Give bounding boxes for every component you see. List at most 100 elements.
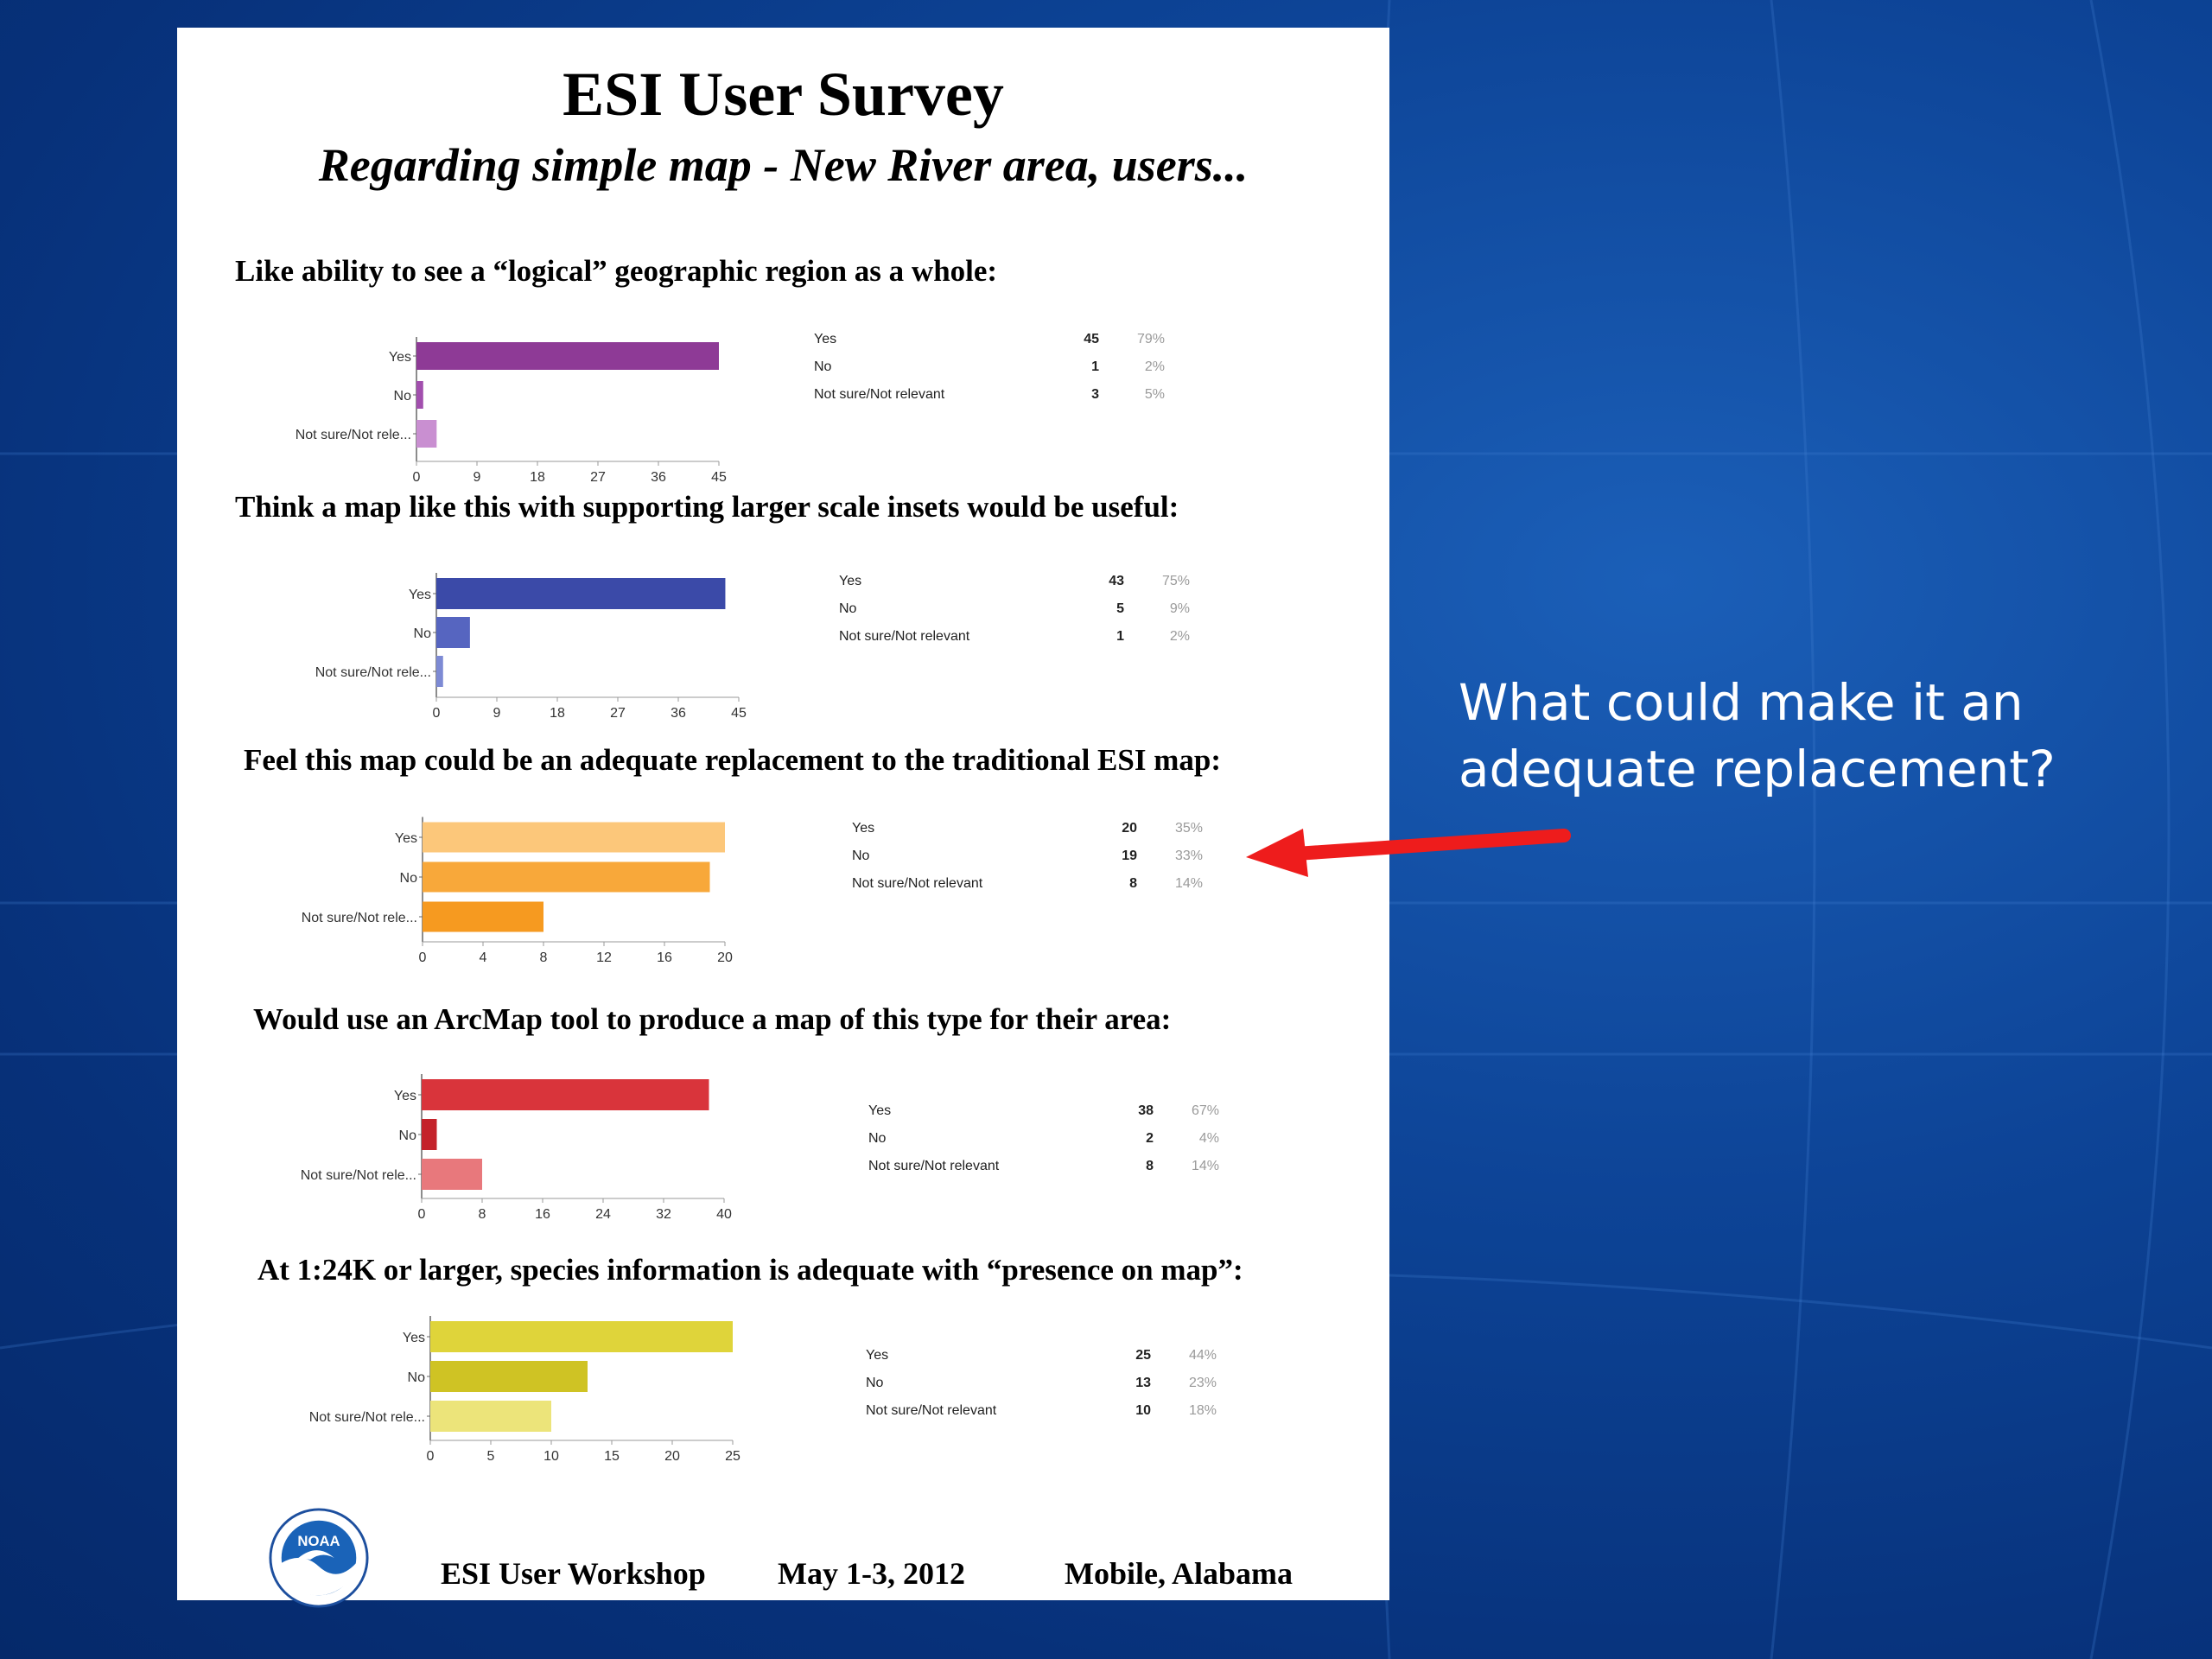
row-count: 2 — [1146, 1131, 1154, 1146]
row-percent: 2% — [1169, 629, 1190, 644]
bar-not-sure-not-rele — [423, 901, 543, 932]
category-label: Yes — [389, 350, 411, 365]
row-count: 8 — [1129, 876, 1137, 891]
footer-dates: May 1-3, 2012 — [778, 1556, 965, 1591]
row-count: 8 — [1146, 1159, 1154, 1173]
table-row: No 13 23% — [866, 1376, 1229, 1403]
row-label: Yes — [814, 332, 837, 346]
category-label: No — [414, 626, 432, 641]
x-tick-label: 16 — [657, 950, 672, 965]
table-row: Yes 25 44% — [866, 1348, 1229, 1376]
question-1-results-table: Yes 45 79% No 1 2% Not sure/Not relevant 3 5% — [814, 332, 1177, 415]
table-row: Not sure/Not relevant 8 14% — [852, 876, 1215, 904]
question-1-bar-chart: Yes No Not sure/Not rele... 0 9 18 27 36 45 — [296, 337, 727, 485]
bar-not-sure-not-rele — [422, 1159, 482, 1190]
category-label: No — [394, 389, 412, 404]
table-row: Yes 38 67% — [868, 1103, 1231, 1131]
row-label: Not sure/Not relevant — [868, 1159, 1000, 1173]
category-label: No — [399, 1128, 417, 1143]
survey-title: ESI User Survey — [563, 60, 1004, 129]
row-percent: 35% — [1174, 821, 1203, 836]
row-percent: 75% — [1161, 574, 1190, 588]
question-4-title: Would use an ArcMap tool to produce a ma… — [253, 1002, 1172, 1036]
row-percent: 14% — [1191, 1159, 1219, 1173]
row-count: 13 — [1135, 1376, 1151, 1390]
row-percent: 23% — [1188, 1376, 1217, 1390]
x-tick-label: 45 — [711, 470, 727, 485]
question-2-title: Think a map like this with supporting la… — [235, 490, 1179, 524]
table-row: Not sure/Not relevant 3 5% — [814, 387, 1177, 415]
row-count: 38 — [1138, 1103, 1154, 1118]
table-row: Yes 20 35% — [852, 821, 1215, 849]
question-3-bar-chart: Yes No Not sure/Not rele... 0 4 8 12 16 20 — [302, 817, 733, 965]
row-count: 45 — [1084, 332, 1099, 346]
x-tick-label: 9 — [493, 706, 501, 721]
question-5-title: At 1:24K or larger, species information … — [257, 1253, 1243, 1287]
row-label: No — [814, 359, 832, 374]
callout-arrow — [1246, 829, 1571, 877]
question-2-bar-chart: Yes No Not sure/Not rele... 0 9 18 27 36 45 — [315, 573, 747, 721]
row-percent: 9% — [1169, 601, 1190, 616]
row-label: Not sure/Not relevant — [814, 387, 945, 402]
question-4-bar-chart: Yes No Not sure/Not rele... 0 8 16 24 32 40 — [301, 1074, 732, 1222]
question-1-title: Like ability to see a “logical” geograph… — [235, 254, 998, 288]
category-label: Yes — [394, 1089, 416, 1103]
x-tick-label: 36 — [651, 470, 666, 485]
row-label: Yes — [868, 1103, 892, 1118]
bar-not-sure-not-rele — [416, 420, 437, 448]
row-count: 25 — [1135, 1348, 1151, 1363]
table-row: No 1 2% — [814, 359, 1177, 387]
row-count: 19 — [1122, 849, 1137, 863]
x-tick-label: 24 — [595, 1207, 611, 1222]
table-row: No 19 33% — [852, 849, 1215, 876]
row-label: No — [852, 849, 870, 863]
x-tick-label: 5 — [487, 1449, 495, 1464]
x-tick-label: 9 — [474, 470, 481, 485]
row-label: Not sure/Not relevant — [866, 1403, 997, 1418]
survey-sheet: ESI User Survey Regarding simple map - N… — [177, 28, 1389, 1608]
table-row: Not sure/Not relevant 1 2% — [839, 629, 1202, 657]
row-percent: 18% — [1188, 1403, 1217, 1418]
category-label: Yes — [395, 831, 417, 846]
footer-event: ESI User Workshop — [441, 1556, 706, 1591]
category-label: Yes — [409, 588, 431, 602]
row-count: 43 — [1109, 574, 1124, 588]
x-tick-label: 10 — [543, 1449, 559, 1464]
x-tick-label: 40 — [716, 1207, 732, 1222]
row-percent: 14% — [1174, 876, 1203, 891]
row-percent: 67% — [1191, 1103, 1219, 1118]
x-tick-label: 12 — [596, 950, 612, 965]
x-tick-label: 20 — [717, 950, 733, 965]
category-label: Not sure/Not rele... — [296, 428, 411, 442]
row-label: Yes — [852, 821, 875, 836]
question-5-bar-chart: Yes No Not sure/Not rele... 0 5 10 15 20 25 — [309, 1316, 741, 1464]
bar-no — [416, 381, 423, 409]
category-label: Not sure/Not rele... — [302, 911, 417, 925]
x-tick-label: 18 — [530, 470, 545, 485]
x-tick-label: 0 — [413, 470, 421, 485]
bar-yes — [423, 822, 725, 853]
question-4-results-table: Yes 38 67% No 2 4% Not sure/Not relevant 8 14% — [868, 1103, 1231, 1186]
bar-not-sure-not-rele — [430, 1401, 551, 1432]
x-tick-label: 8 — [479, 1207, 486, 1222]
category-label: No — [408, 1370, 426, 1385]
callout-line-1: What could make it an — [1459, 673, 2024, 732]
x-tick-label: 0 — [419, 950, 427, 965]
survey-subtitle: Regarding simple map - New River area, u… — [318, 139, 1249, 191]
row-count: 20 — [1122, 821, 1137, 836]
footer-location: Mobile, Alabama — [1065, 1556, 1294, 1591]
x-tick-label: 25 — [725, 1449, 741, 1464]
bar-not-sure-not-rele — [436, 656, 443, 687]
row-percent: 5% — [1144, 387, 1165, 402]
row-label: Yes — [866, 1348, 889, 1363]
row-percent: 33% — [1174, 849, 1203, 863]
x-tick-label: 15 — [604, 1449, 620, 1464]
x-tick-label: 0 — [418, 1207, 426, 1222]
category-label: No — [400, 871, 418, 886]
row-count: 5 — [1116, 601, 1124, 616]
x-tick-label: 4 — [480, 950, 487, 965]
x-tick-label: 18 — [550, 706, 565, 721]
x-tick-label: 36 — [671, 706, 686, 721]
question-2-results-table: Yes 43 75% No 5 9% Not sure/Not relevant 1 2% — [839, 574, 1202, 657]
row-label: No — [839, 601, 857, 616]
